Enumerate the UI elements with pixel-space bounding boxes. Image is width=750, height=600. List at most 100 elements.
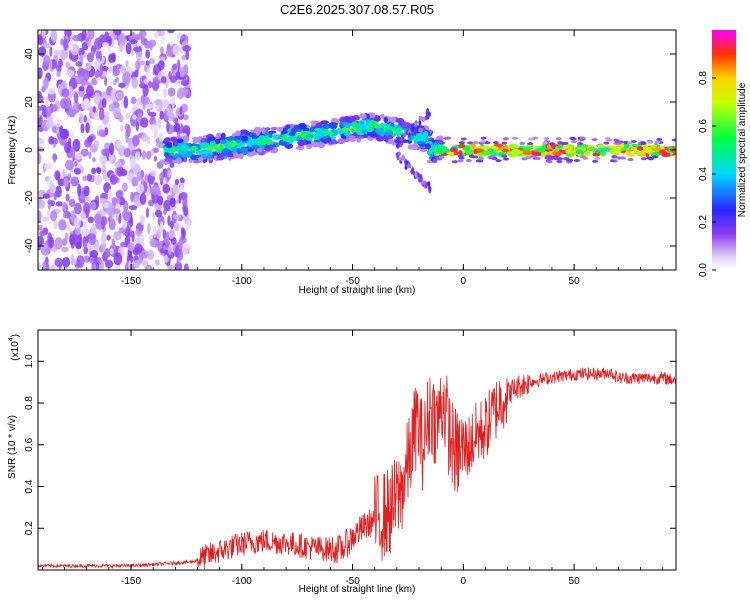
line-blob	[481, 150, 491, 156]
noise-blob	[107, 53, 116, 63]
noise-blob	[104, 77, 108, 87]
noise-blob	[172, 64, 178, 71]
line-blob	[597, 144, 605, 148]
line-blob	[453, 151, 459, 156]
band-blob	[288, 131, 296, 137]
band-blob	[306, 137, 313, 141]
noise-blob	[92, 106, 96, 113]
x-tick-label: 0	[461, 276, 467, 287]
colorbar-label: Normalized spectral amplitude	[737, 82, 748, 217]
line-blob	[661, 152, 671, 158]
noise-blob	[132, 135, 140, 147]
noise-blob	[87, 216, 94, 224]
noise-blob	[82, 175, 88, 182]
band-blob	[200, 142, 210, 148]
line-halo-blob	[640, 141, 647, 145]
noise-blob	[93, 140, 100, 148]
noise-blob	[111, 196, 117, 205]
noise-blob	[126, 254, 134, 264]
artifact-blob	[427, 181, 431, 187]
noise-blob	[170, 197, 176, 208]
noise-blob	[84, 240, 88, 249]
noise-blob	[109, 217, 114, 227]
spectrogram-image	[38, 30, 676, 270]
artifact-blob	[400, 156, 404, 162]
line-blob	[637, 151, 646, 155]
noise-blob	[104, 127, 109, 136]
artifact-blob	[399, 142, 403, 148]
noise-blob	[85, 122, 90, 134]
noise-blob	[111, 238, 116, 252]
line-blob	[473, 149, 478, 155]
band-blob	[235, 130, 241, 137]
noise-blob	[149, 58, 155, 65]
noise-blob	[156, 140, 164, 148]
artifact-blob	[410, 169, 414, 175]
band-blob	[164, 157, 174, 163]
noise-blob	[55, 123, 60, 134]
line-halo-blob	[614, 140, 621, 144]
band-blob	[247, 148, 254, 152]
line-blob	[580, 144, 587, 148]
line-halo-blob	[438, 155, 445, 159]
line-blob	[592, 152, 601, 157]
noise-blob	[45, 106, 52, 118]
noise-blob	[163, 199, 172, 212]
noise-blob	[56, 71, 61, 78]
band-blob	[401, 122, 411, 129]
noise-blob	[169, 228, 175, 240]
noise-blob	[162, 229, 167, 240]
artifact-blob	[405, 160, 409, 166]
noise-blob	[74, 217, 81, 229]
snr-x-label: Height of straight line (km)	[299, 584, 416, 595]
band-blob	[276, 126, 284, 132]
artifact-blob	[414, 122, 418, 128]
noise-blob	[102, 42, 109, 48]
colorbar-tick-label: 0.4	[698, 167, 709, 181]
noise-blob	[153, 31, 159, 39]
noise-blob	[165, 231, 170, 241]
noise-blob	[38, 195, 42, 205]
band-blob	[357, 135, 364, 139]
line-halo-blob	[492, 141, 499, 145]
band-blob	[258, 138, 267, 146]
noise-blob	[50, 264, 56, 270]
band-blob	[272, 134, 280, 139]
noise-blob	[69, 38, 74, 52]
noise-blob	[133, 259, 141, 269]
noise-blob	[118, 44, 124, 52]
noise-blob	[53, 49, 63, 56]
line-halo-blob	[620, 156, 627, 160]
noise-blob	[109, 248, 114, 255]
noise-blob	[157, 116, 162, 129]
noise-blob	[77, 250, 83, 258]
noise-blob	[141, 133, 149, 142]
noise-blob	[159, 171, 165, 183]
noise-blob	[109, 142, 115, 156]
spectrogram-x-label: Height of straight line (km)	[299, 285, 416, 296]
noise-blob	[130, 191, 134, 203]
noise-blob	[87, 30, 95, 40]
band-blob	[370, 133, 378, 138]
noise-blob	[44, 163, 54, 170]
noise-blob	[54, 237, 63, 250]
line-blob	[498, 146, 505, 150]
band-blob	[349, 138, 357, 142]
line-blob	[610, 152, 620, 156]
line-halo-blob	[521, 157, 528, 161]
band-blob	[209, 146, 215, 151]
band-blob	[192, 139, 198, 144]
y-tick-label: 0.4	[24, 479, 35, 493]
band-blob	[209, 140, 216, 147]
noise-blob	[50, 210, 58, 222]
band-blob	[221, 148, 230, 154]
artifact-blob	[399, 136, 403, 142]
band-blob	[344, 123, 351, 129]
noise-blob	[131, 76, 139, 89]
noise-blob	[73, 167, 81, 175]
noise-blob	[130, 96, 137, 105]
noise-blob	[122, 71, 131, 85]
line-blob	[623, 142, 630, 149]
noise-blob	[182, 45, 192, 52]
noise-blob	[48, 87, 56, 95]
